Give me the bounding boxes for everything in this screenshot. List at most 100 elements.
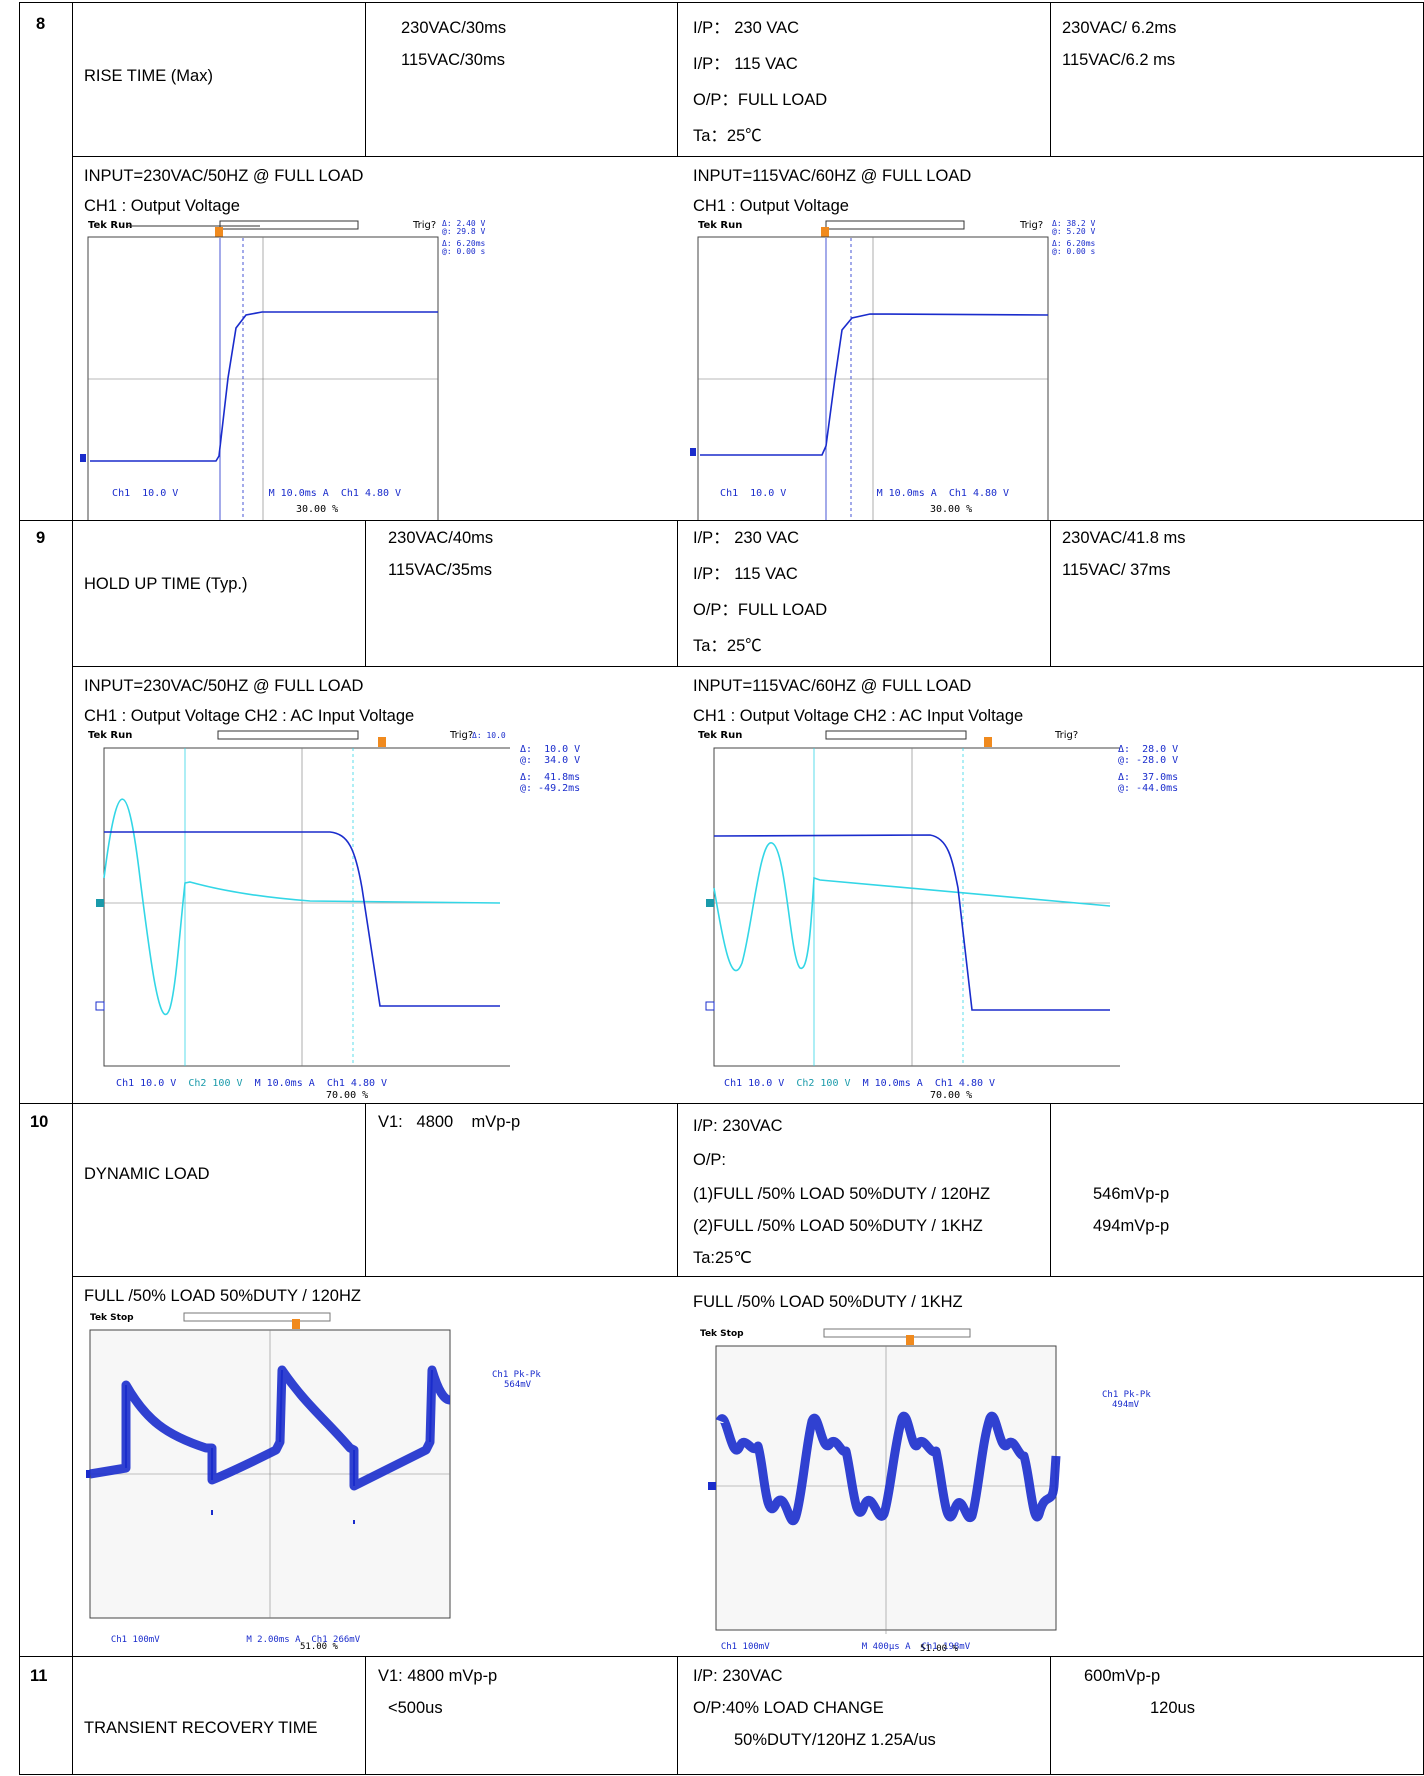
scope-caption: INPUT=230VAC/50HZ @ FULL LOAD <box>84 167 364 185</box>
trigger-position-marker <box>292 1319 300 1329</box>
scope-channel-label: CH1 : Output Voltage CH2 : AC Input Volt… <box>693 707 1024 725</box>
cursor-readout: @: 34.0 V <box>520 755 581 766</box>
ch1-trace <box>713 834 1110 1011</box>
ch1-marker <box>95 1001 105 1011</box>
spec-line: <500us <box>388 1699 443 1717</box>
scope-caption: INPUT=115VAC/60HZ @ FULL LOAD <box>693 677 972 695</box>
cursor-readout: Δ: 41.8ms <box>520 772 581 783</box>
test-item-label: HOLD UP TIME (Typ.) <box>84 575 248 593</box>
spec-line: 115VAC/35ms <box>388 561 492 579</box>
trigger-position-readout: 51.00 % <box>300 1642 338 1652</box>
scope-settings-bar: Ch1 10.0 V M 10.0ms A Ch1 4.80 V <box>112 488 402 499</box>
row-number: 8 <box>36 15 46 33</box>
cursor-readout: Δ: 10.0 V <box>472 731 510 740</box>
oscilloscope-capture: Tek Run Trig? Δ: 10.0 V <box>80 728 510 1068</box>
trigger-position-marker <box>906 1335 914 1345</box>
result-line: 494mVp-p <box>1093 1217 1170 1235</box>
scope-channel-label: CH1 : Output Voltage <box>693 197 849 215</box>
condition-line: (2)FULL /50% LOAD 50%DUTY / 1KHZ <box>693 1217 983 1235</box>
spec-line: 230VAC/30ms <box>401 19 507 37</box>
cursor-readout: @: -49.2ms <box>520 783 581 794</box>
ch2-trace <box>713 842 1111 972</box>
row-number: 10 <box>30 1113 49 1131</box>
scope-caption: INPUT=230VAC/50HZ @ FULL LOAD <box>84 677 364 695</box>
cursor-readout: @: -28.0 V <box>1118 755 1179 766</box>
cursor-readout: @: -44.0ms <box>1118 783 1179 794</box>
ch1-trace <box>700 313 1049 456</box>
cursor-readout: Δ: 28.0 V <box>1118 744 1179 755</box>
ch2-marker <box>706 899 714 907</box>
result-line: 115VAC/ 37ms <box>1062 561 1171 579</box>
ch1-trace <box>90 311 438 462</box>
condition-line: Ta：25℃ <box>693 637 762 655</box>
condition-line: Ta：25℃ <box>693 127 762 145</box>
result-line: 600mVp-p <box>1084 1667 1161 1685</box>
ch1-trace <box>104 831 500 1007</box>
condition-line: I/P： 115 VAC <box>693 565 798 583</box>
condition-line: I/P: 230VAC <box>693 1117 783 1135</box>
oscilloscope-capture: Tek Run Trig? Δ: 38.2 V @: 5.20 V Δ: 6.2… <box>690 218 1120 520</box>
cursor-readout: Δ: 6.20ms <box>1052 239 1096 248</box>
condition-line: O/P: <box>693 1151 727 1169</box>
condition-line: I/P: 230VAC <box>693 1667 783 1685</box>
trigger-status: Trig? <box>1019 220 1043 231</box>
spec-line: 115VAC/30ms <box>401 51 505 69</box>
trigger-position-readout: 70.00 % <box>326 1090 369 1101</box>
result-line: 230VAC/ 6.2ms <box>1062 19 1177 37</box>
spec-line: V1: 4800 mVp-p <box>378 1113 521 1131</box>
cursor-readout: Δ: 37.0ms <box>1118 772 1179 783</box>
ch2-marker <box>96 899 104 907</box>
scope-status: Tek Stop <box>700 1329 744 1339</box>
scope-settings-bar: Ch1 10.0 V Ch2 100 V M 10.0ms A Ch1 4.80… <box>116 1078 388 1089</box>
trigger-position-marker <box>378 737 386 747</box>
trigger-position-marker <box>821 227 829 237</box>
oscilloscope-capture: Tek Run Trig? Δ: 2.40 V @: 29.8 V Δ: 6.2… <box>80 218 510 520</box>
cursor-readout: Δ: 10.0 V <box>520 744 581 755</box>
condition-line: O/P:40% LOAD CHANGE <box>693 1699 884 1717</box>
result-line: 120us <box>1150 1699 1195 1717</box>
ch1-marker <box>705 1001 715 1011</box>
scope-settings-bar: Ch1 100mV M 400μs A Ch1 198mV <box>720 1642 971 1652</box>
spec-line: V1: 4800 mVp-p <box>378 1667 498 1685</box>
cursor-readout: Δ: 2.40 V <box>442 219 486 228</box>
ch1-marker <box>80 454 86 462</box>
test-item-label: TRANSIENT RECOVERY TIME <box>84 1719 318 1737</box>
row-number: 9 <box>36 529 46 547</box>
scope-settings-bar: Ch1 10.0 V M 10.0ms A Ch1 4.80 V <box>720 488 1010 499</box>
trigger-position-readout: 70.00 % <box>930 1090 973 1101</box>
result-line: 546mVp-p <box>1093 1185 1170 1203</box>
trigger-status: Trig? <box>412 220 436 231</box>
ch2-trace <box>103 798 501 1016</box>
ch1-trace <box>715 1411 1061 1526</box>
trigger-position-readout: 51.00 % <box>920 1644 958 1654</box>
result-line: 230VAC/41.8 ms <box>1062 529 1186 547</box>
scope-caption: FULL /50% LOAD 50%DUTY / 1KHZ <box>693 1293 963 1311</box>
oscilloscope-capture: Tek Run Trig? <box>690 728 1120 1068</box>
cursor-readout: @: 0.00 s <box>442 247 486 256</box>
condition-line: O/P：FULL LOAD <box>693 601 828 619</box>
cursor-readout: Δ: 6.20ms <box>442 239 486 248</box>
scope-status: Tek Run <box>698 730 742 741</box>
condition-line: 50%DUTY/120HZ 1.25A/us <box>734 1731 936 1749</box>
scope-caption: INPUT=115VAC/60HZ @ FULL LOAD <box>693 167 972 185</box>
trigger-status: Trig? <box>449 730 473 741</box>
test-item-label: RISE TIME (Max) <box>84 67 213 85</box>
oscilloscope-capture: Tek Stop <box>86 1310 486 1650</box>
measurement-readout: 564mV <box>504 1380 532 1390</box>
result-line: 115VAC/6.2 ms <box>1062 51 1176 69</box>
cursor-readout: @: 29.8 V <box>442 227 486 236</box>
measurement-readout: 494mV <box>1112 1400 1140 1410</box>
ch1-trace <box>89 1365 451 1491</box>
condition-line: I/P： 230 VAC <box>693 19 800 37</box>
ch1-marker <box>690 448 696 456</box>
cursor-readout: Δ: 38.2 V <box>1052 219 1096 228</box>
test-item-label: DYNAMIC LOAD <box>84 1165 210 1183</box>
oscilloscope-capture: Tek Stop <box>696 1326 1096 1656</box>
condition-line: Ta:25℃ <box>693 1249 752 1267</box>
scope-channel-label: CH1 : Output Voltage CH2 : AC Input Volt… <box>84 707 415 725</box>
scope-status: Tek Run <box>88 220 132 231</box>
condition-line: (1)FULL /50% LOAD 50%DUTY / 120HZ <box>693 1185 991 1203</box>
ch1-marker <box>708 1482 716 1490</box>
trigger-position-readout: 30.00 % <box>296 504 339 515</box>
trigger-position-marker <box>215 227 223 237</box>
